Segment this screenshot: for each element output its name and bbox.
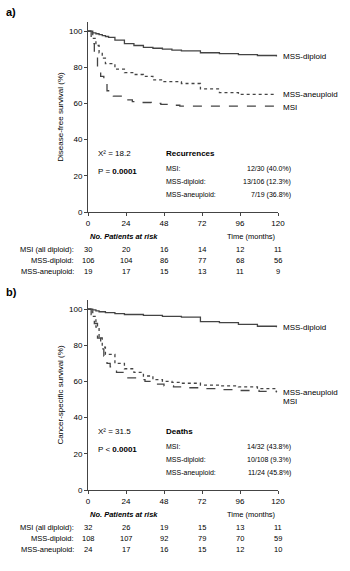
svg-text:20: 20 [122,245,130,254]
svg-text:MSI: MSI [283,103,297,112]
svg-text:MSS-diploid:: MSS-diploid: [166,456,206,464]
svg-text:40: 40 [73,413,82,422]
svg-text:MSS-diploid: MSS-diploid [283,323,326,332]
svg-text:17: 17 [122,267,130,276]
svg-text:77: 77 [198,256,206,265]
svg-text:72: 72 [198,219,207,228]
svg-text:92: 92 [160,534,168,543]
svg-text:72: 72 [198,497,207,506]
svg-text:MSS-aneuploid: MSS-aneuploid [283,90,338,99]
svg-text:20: 20 [73,450,82,459]
svg-text:24: 24 [122,219,131,228]
svg-text:56: 56 [274,256,282,265]
svg-text:15: 15 [198,545,206,554]
svg-text:68: 68 [236,256,244,265]
svg-text:Time (months): Time (months) [227,510,276,519]
svg-text:9: 9 [276,267,280,276]
svg-text:40: 40 [73,135,82,144]
svg-text:0: 0 [78,486,83,495]
svg-text:86: 86 [160,256,168,265]
svg-text:14: 14 [198,245,206,254]
svg-text:12: 12 [236,245,244,254]
svg-text:Time (months): Time (months) [227,232,276,241]
svg-text:P < 0.0001: P < 0.0001 [98,445,137,454]
svg-text:48: 48 [160,497,169,506]
svg-text:19: 19 [84,267,92,276]
svg-text:MSS-diploid:: MSS-diploid: [31,534,74,543]
svg-text:13/106 (12.3%): 13/106 (12.3%) [243,178,291,186]
svg-text:100: 100 [69,305,83,314]
svg-text:MSI (all diploid):: MSI (all diploid): [20,245,74,254]
svg-text:b): b) [6,286,17,298]
svg-text:13: 13 [198,267,206,276]
svg-text:X² = 18.2: X² = 18.2 [98,149,131,158]
svg-text:120: 120 [271,497,285,506]
svg-text:70: 70 [236,534,244,543]
svg-text:11: 11 [236,267,244,276]
svg-text:Disease-free survival (%): Disease-free survival (%) [56,72,65,162]
svg-text:MSS-aneuploid:: MSS-aneuploid: [21,267,74,276]
svg-text:MSS-aneuploid:: MSS-aneuploid: [166,191,216,199]
svg-text:79: 79 [198,534,206,543]
svg-text:0: 0 [78,208,83,217]
svg-text:30: 30 [84,245,92,254]
svg-text:7/19 (36.8%): 7/19 (36.8%) [251,191,291,199]
svg-text:Deaths: Deaths [166,427,193,436]
svg-text:24: 24 [122,497,131,506]
svg-text:15: 15 [160,267,168,276]
svg-text:80: 80 [73,341,82,350]
svg-text:32: 32 [84,523,92,532]
svg-text:a): a) [6,6,16,18]
svg-text:48: 48 [160,219,169,228]
svg-text:106: 106 [82,256,95,265]
svg-text:104: 104 [120,256,133,265]
svg-text:No. Patients at risk: No. Patients at risk [90,510,158,519]
svg-text:MSS-aneuploid:: MSS-aneuploid: [166,469,216,477]
svg-text:10/108 (9.3%): 10/108 (9.3%) [247,456,291,464]
svg-text:19: 19 [160,523,168,532]
svg-text:17: 17 [122,545,130,554]
svg-text:60: 60 [73,377,82,386]
svg-text:15: 15 [198,523,206,532]
svg-text:11/24 (45.8%): 11/24 (45.8%) [248,469,291,477]
svg-text:P = 0.0001: P = 0.0001 [98,167,137,176]
svg-text:MSI:: MSI: [166,165,180,172]
svg-text:12: 12 [236,545,244,554]
svg-text:59: 59 [274,534,282,543]
svg-text:16: 16 [160,545,168,554]
svg-text:100: 100 [69,27,83,36]
svg-text:107: 107 [120,534,133,543]
svg-text:11: 11 [274,523,282,532]
svg-text:10: 10 [274,545,282,554]
svg-text:No. Patients at risk: No. Patients at risk [90,232,158,241]
svg-text:MSS-diploid:: MSS-diploid: [166,178,206,186]
svg-text:20: 20 [73,172,82,181]
svg-text:60: 60 [73,99,82,108]
svg-text:X² = 31.5: X² = 31.5 [98,427,131,436]
svg-text:96: 96 [236,219,245,228]
svg-text:Recurrences: Recurrences [166,149,215,158]
svg-text:0: 0 [86,497,91,506]
svg-text:Cancer-specific survival (%): Cancer-specific survival (%) [56,345,65,444]
svg-text:MSS-aneuploid:: MSS-aneuploid: [21,545,74,554]
svg-text:16: 16 [160,245,168,254]
svg-text:MSI: MSI [283,397,297,406]
svg-text:0: 0 [86,219,91,228]
svg-text:11: 11 [274,245,282,254]
svg-text:80: 80 [73,63,82,72]
svg-text:MSI:: MSI: [166,443,180,450]
svg-text:96: 96 [236,497,245,506]
svg-text:120: 120 [271,219,285,228]
svg-text:MSS-diploid:: MSS-diploid: [31,256,74,265]
svg-text:MSI (all diploid):: MSI (all diploid): [20,523,74,532]
svg-text:MSS-aneuploid: MSS-aneuploid [283,388,338,397]
svg-text:13: 13 [236,523,244,532]
svg-text:MSS-diploid: MSS-diploid [283,52,326,61]
svg-text:26: 26 [122,523,130,532]
svg-text:12/30 (40.0%): 12/30 (40.0%) [247,165,291,173]
svg-text:24: 24 [84,545,92,554]
svg-text:14/32 (43.8%): 14/32 (43.8%) [247,443,291,451]
svg-text:108: 108 [82,534,95,543]
